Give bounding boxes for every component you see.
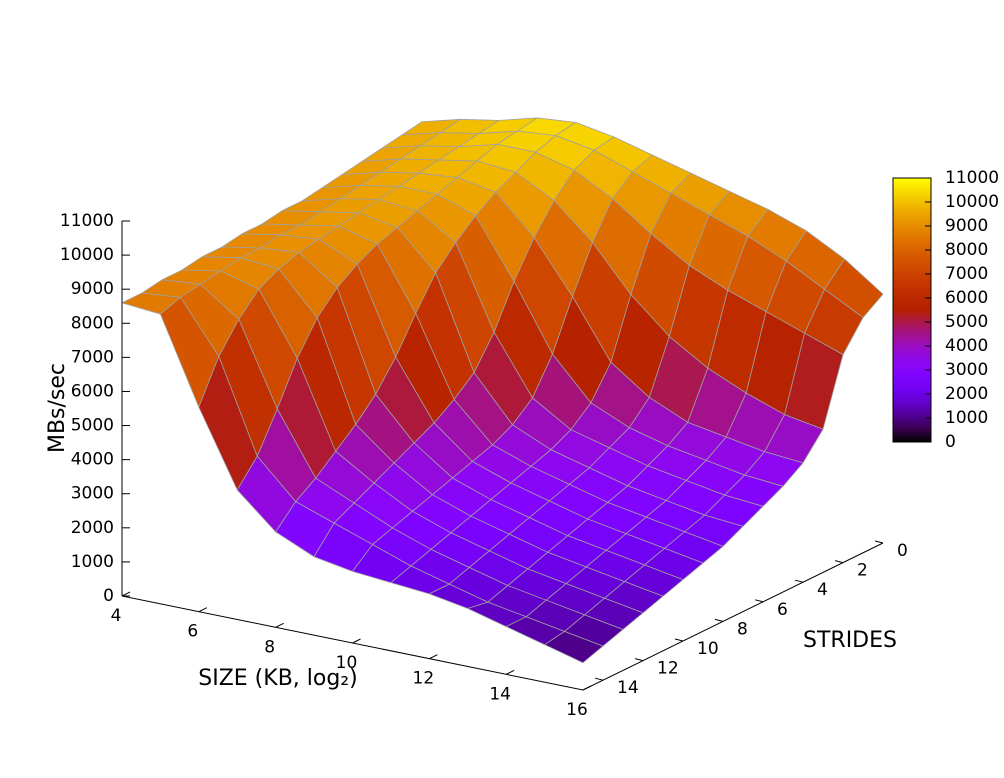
colorbar-tick-label: 9000	[945, 216, 988, 236]
surface-cell	[544, 631, 604, 664]
y-tick-label: 0	[897, 541, 908, 561]
y-tick	[714, 618, 724, 622]
colorbar-tick-label: 8000	[945, 240, 988, 260]
z-tick-label: 3000	[71, 484, 114, 504]
colorbar-tick-label: 10000	[945, 192, 999, 212]
z-tick-label: 11000	[60, 211, 114, 231]
y-tick	[874, 540, 884, 544]
y-axis-label: STRIDES	[803, 628, 897, 653]
z-tick-label: 7000	[71, 347, 114, 367]
y-tick	[754, 599, 764, 603]
z-tick-label: 6000	[71, 381, 114, 401]
colorbar-tick-label: 2000	[945, 384, 988, 404]
y-tick-label: 2	[857, 561, 868, 581]
x-tick	[121, 591, 131, 597]
x-tick	[505, 669, 515, 675]
x-tick-label: 4	[111, 606, 122, 626]
x-tick	[429, 654, 438, 660]
y-tick	[674, 638, 684, 642]
colorbar-tick-label: 7000	[945, 264, 988, 284]
z-tick-label: 0	[103, 586, 114, 606]
colorbar	[892, 177, 932, 443]
y-tick	[594, 677, 604, 681]
z-tick-label: 10000	[60, 245, 114, 265]
y-tick-label: 6	[777, 600, 788, 620]
colorbar-tick-label: 11000	[945, 168, 999, 188]
y-tick-label: 14	[617, 678, 639, 698]
colorbar-tick-label: 1000	[945, 408, 988, 428]
y-tick	[794, 579, 804, 583]
y-tick	[634, 658, 644, 662]
x-axis-label: SIZE (KB, log₂)	[198, 666, 357, 691]
colorbar-tick-label: 5000	[945, 312, 988, 332]
z-tick-label: 1000	[71, 552, 114, 572]
colorbar-tick-label: 3000	[945, 360, 988, 380]
x-tick-label: 16	[566, 700, 588, 720]
x-tick	[582, 685, 592, 691]
surface	[121, 117, 884, 664]
colorbar-tick-label: 4000	[945, 336, 988, 356]
x-tick	[352, 638, 361, 644]
x-tick-label: 8	[264, 637, 275, 657]
x-tick-label: 6	[187, 622, 198, 642]
z-tick-label: 2000	[71, 518, 114, 538]
z-axis-label: MBs/sec	[45, 363, 70, 453]
z-tick-label: 5000	[71, 416, 114, 436]
colorbar-tick-label: 0	[945, 432, 956, 452]
x-tick	[198, 607, 208, 613]
z-tick-label: 8000	[71, 313, 114, 333]
x-tick	[275, 622, 284, 628]
x-tick-label: 12	[413, 669, 435, 689]
colorbar-tick-label: 6000	[945, 288, 988, 308]
z-tick-label: 4000	[71, 450, 114, 470]
axes: 0100020003000400050006000700080009000100…	[60, 211, 908, 720]
y-tick-label: 4	[817, 580, 828, 600]
x-tick-label: 14	[489, 684, 511, 704]
y-tick-label: 10	[697, 639, 719, 659]
y-tick	[834, 560, 844, 564]
z-tick-label: 9000	[71, 279, 114, 299]
x-tick-label: 10	[336, 653, 358, 673]
y-tick-label: 12	[657, 659, 679, 679]
y-tick-label: 8	[737, 619, 748, 639]
